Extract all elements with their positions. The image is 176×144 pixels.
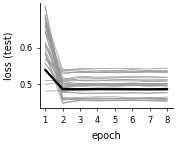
X-axis label: epoch: epoch bbox=[91, 130, 121, 141]
Y-axis label: loss (test): loss (test) bbox=[4, 32, 14, 80]
